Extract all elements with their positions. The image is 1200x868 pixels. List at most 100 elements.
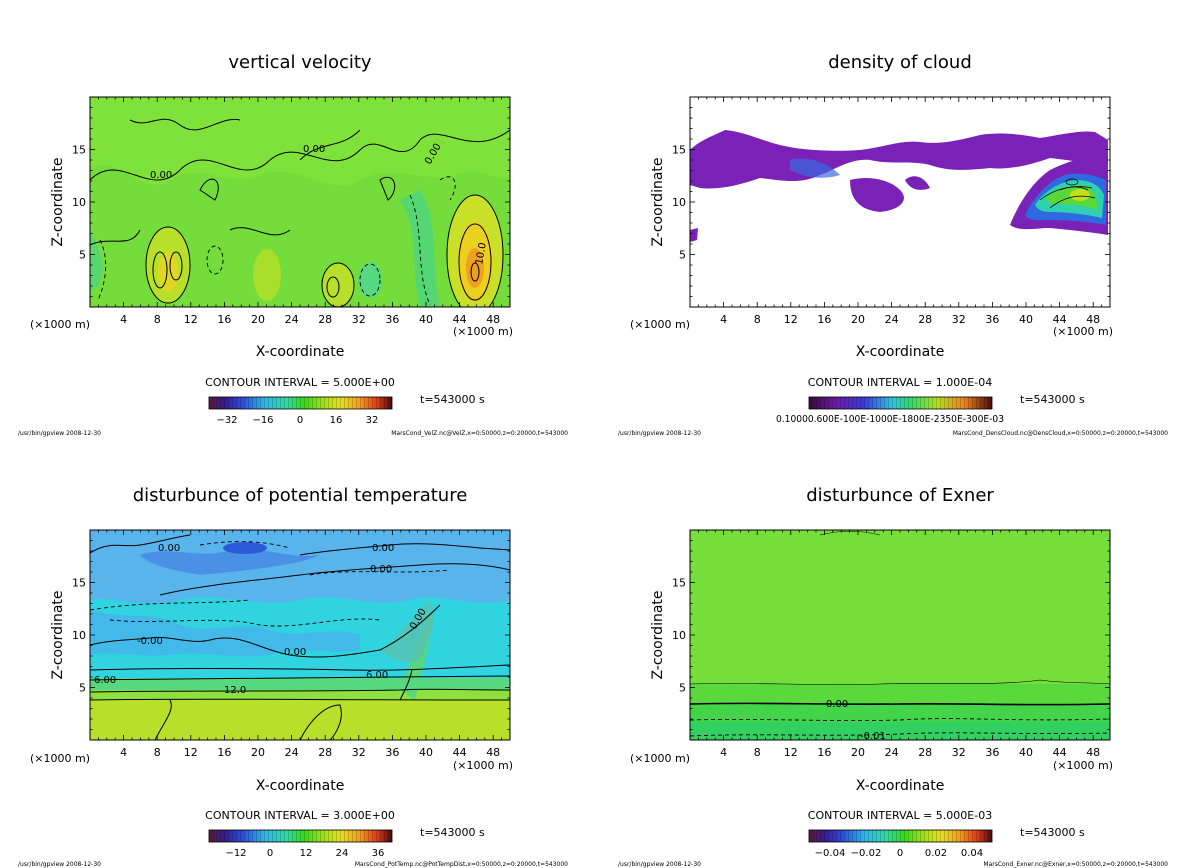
x-tick-label: 4 bbox=[720, 313, 727, 326]
contour-label: 12.0 bbox=[224, 685, 246, 696]
x-unit-right: (×1000 m) bbox=[453, 325, 513, 338]
x-unit-right: (×1000 m) bbox=[1053, 325, 1113, 338]
y-tick-label: 15 bbox=[672, 144, 686, 157]
x-ticks: 4 8 12 16 20 24 28 32 36 40 44 48 bbox=[98, 530, 503, 759]
footer-right: MarsCond_PotTemp.nc@PotTempDist,x=0:5000… bbox=[355, 861, 568, 868]
x-tick-label: 40 bbox=[1019, 313, 1033, 326]
x-unit-right: (×1000 m) bbox=[453, 759, 513, 772]
y-tick-label: 10 bbox=[72, 196, 86, 209]
x-axis-label: X-coordinate bbox=[856, 778, 945, 794]
footer-right: MarsCond_Exner.nc@Exner,x=0:50000,z=0:20… bbox=[983, 861, 1168, 868]
x-tick-label: 24 bbox=[285, 313, 299, 326]
x-tick-label: 12 bbox=[784, 746, 798, 759]
x-tick-label: 12 bbox=[784, 313, 798, 326]
y-axis-label: Z-coordinate bbox=[650, 157, 666, 246]
x-tick-label: 8 bbox=[754, 313, 761, 326]
x-tick-label: 16 bbox=[817, 313, 831, 326]
plot-area bbox=[690, 97, 1110, 307]
y-tick-label: 10 bbox=[672, 629, 686, 642]
footer-left: /usr/bin/gpview 2008-12-30 bbox=[18, 861, 101, 868]
colorbar-tick: 0 bbox=[267, 848, 273, 859]
time-label: t=543000 s bbox=[420, 393, 485, 406]
x-tick-label: 32 bbox=[952, 746, 966, 759]
x-tick-label: 24 bbox=[285, 746, 299, 759]
x-axis-label: X-coordinate bbox=[256, 344, 345, 360]
x-tick-label: 48 bbox=[1086, 746, 1100, 759]
x-tick-label: 36 bbox=[985, 746, 999, 759]
x-tick-label: 32 bbox=[952, 313, 966, 326]
x-tick-label: 4 bbox=[720, 746, 727, 759]
y-tick-label: 15 bbox=[72, 577, 86, 590]
colorbar-labels-overlapping: 0.10000.600E-100E-1000E-1800E-2350E-300E… bbox=[776, 414, 1004, 425]
x-tick-label: 40 bbox=[419, 746, 433, 759]
contour-interval: CONTOUR INTERVAL = 5.000E-03 bbox=[808, 809, 992, 822]
footer-right: MarsCond_DensCloud.nc@DensCloud,x=0:5000… bbox=[953, 430, 1168, 437]
contour-label: 10.0 bbox=[474, 242, 489, 266]
x-tick-label: 4 bbox=[120, 746, 127, 759]
chart-title: disturbunce of Exner bbox=[806, 485, 994, 506]
y-tick-label: 5 bbox=[679, 249, 686, 262]
colorbar-tick: 32 bbox=[366, 415, 379, 426]
x-tick-label: 40 bbox=[419, 313, 433, 326]
x-tick-label: 12 bbox=[184, 313, 198, 326]
x-tick-label: 40 bbox=[1019, 746, 1033, 759]
x-unit-right: (×1000 m) bbox=[1053, 759, 1113, 772]
x-tick-label: 12 bbox=[184, 746, 198, 759]
colorbar-tick: −12 bbox=[225, 848, 246, 859]
x-tick-label: 20 bbox=[851, 313, 865, 326]
x-tick-label: 24 bbox=[885, 313, 899, 326]
x-tick-label: 44 bbox=[1053, 313, 1067, 326]
contour-interval: CONTOUR INTERVAL = 5.000E+00 bbox=[205, 376, 395, 389]
x-tick-label: 36 bbox=[385, 746, 399, 759]
x-tick-label: 48 bbox=[486, 313, 500, 326]
contour-interval: CONTOUR INTERVAL = 3.000E+00 bbox=[205, 809, 395, 822]
plot-area bbox=[90, 97, 510, 307]
contour-label: 0.00 bbox=[372, 543, 394, 554]
x-tick-label: 8 bbox=[754, 746, 761, 759]
panel-vertical-velocity: vertical velocity bbox=[18, 52, 568, 437]
x-ticks: 4 8 12 16 20 24 28 32 36 40 44 48 bbox=[698, 530, 1102, 759]
colorbar-tick: 0.04 bbox=[961, 848, 983, 859]
x-tick-label: 4 bbox=[120, 313, 127, 326]
x-unit-left: (×1000 m) bbox=[30, 318, 90, 331]
chart-title: density of cloud bbox=[828, 52, 972, 73]
footer-right: MarsCond_VelZ.nc@VelZ,x=0:50000,z=0:2000… bbox=[391, 430, 568, 437]
y-tick-label: 5 bbox=[79, 249, 86, 262]
x-tick-label: 36 bbox=[385, 313, 399, 326]
x-tick-label: 24 bbox=[885, 746, 899, 759]
contour-label: 0.00 bbox=[826, 699, 848, 710]
panel-density-of-cloud: density of cloud 4 8 12 16 20 24 28 32 36 40 44 48 … bbox=[618, 52, 1168, 437]
contour-label: 0.00 bbox=[303, 144, 325, 155]
y-tick-label: 10 bbox=[672, 196, 686, 209]
x-tick-label: 44 bbox=[453, 746, 467, 759]
contour-label: 0.00 bbox=[158, 543, 180, 554]
colorbar-tick: 16 bbox=[330, 415, 343, 426]
x-tick-label: 28 bbox=[318, 746, 332, 759]
x-tick-label: 8 bbox=[154, 313, 161, 326]
x-tick-label: 32 bbox=[352, 313, 366, 326]
x-tick-label: 44 bbox=[453, 313, 467, 326]
footer-left: /usr/bin/gpview 2008-12-30 bbox=[618, 861, 701, 868]
colorbar-tick: −16 bbox=[252, 415, 273, 426]
y-ticks: 5 10 15 bbox=[672, 540, 1110, 730]
y-axis-label: Z-coordinate bbox=[650, 590, 666, 679]
chart-title: vertical velocity bbox=[228, 52, 372, 73]
y-ticks: 5 10 15 bbox=[72, 107, 510, 297]
contour-label: 6.00 bbox=[94, 675, 116, 686]
colorbar-divisions bbox=[209, 830, 392, 842]
plot-area bbox=[90, 530, 510, 740]
x-tick-label: 44 bbox=[1053, 746, 1067, 759]
x-tick-label: 20 bbox=[851, 746, 865, 759]
y-axis-label: Z-coordinate bbox=[50, 157, 66, 246]
panel-exner: disturbunce of Exner 0.00 -0.01 4 8 12 16 20… bbox=[618, 485, 1168, 868]
panel-potential-temperature: disturbunce of potential temperature bbox=[18, 485, 568, 868]
x-tick-label: 28 bbox=[918, 746, 932, 759]
x-tick-label: 16 bbox=[217, 313, 231, 326]
x-tick-label: 48 bbox=[486, 746, 500, 759]
x-unit-left: (×1000 m) bbox=[630, 318, 690, 331]
x-tick-label: 28 bbox=[318, 313, 332, 326]
x-tick-label: 8 bbox=[154, 746, 161, 759]
time-label: t=543000 s bbox=[420, 826, 485, 839]
y-tick-label: 5 bbox=[679, 682, 686, 695]
